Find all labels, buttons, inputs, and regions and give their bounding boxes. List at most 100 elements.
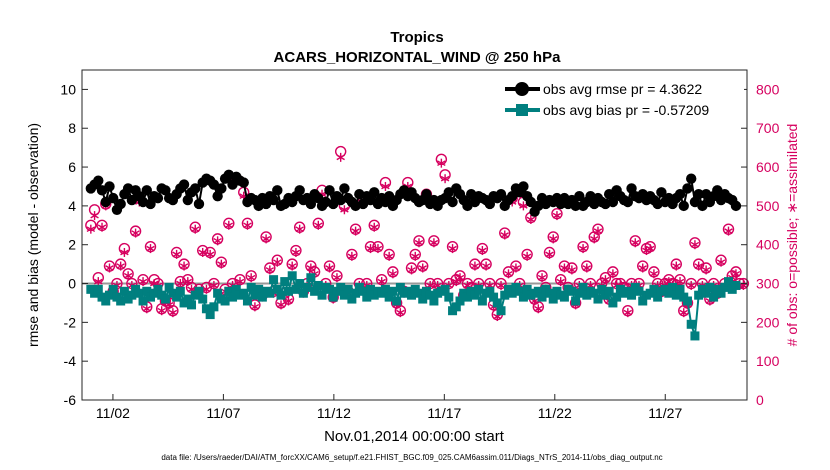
bias-point bbox=[638, 296, 648, 306]
bias-point bbox=[388, 286, 398, 296]
obs-assimilated-stroke bbox=[631, 239, 640, 246]
rmse-point bbox=[178, 179, 190, 190]
bias-point bbox=[668, 282, 678, 292]
obs-assimilated-stroke bbox=[340, 206, 349, 213]
bias-point bbox=[425, 290, 435, 300]
legend-box bbox=[500, 76, 744, 122]
bias-point bbox=[634, 286, 644, 296]
obs-assimilated-stroke bbox=[500, 232, 510, 238]
rmse-point bbox=[305, 198, 317, 210]
obs-assimilated-stroke bbox=[179, 263, 189, 269]
obs-assimilated-stroke bbox=[690, 241, 700, 248]
bias-point bbox=[731, 280, 741, 290]
bias-point bbox=[119, 286, 129, 296]
bias-point bbox=[559, 292, 569, 302]
bias-series bbox=[86, 271, 741, 341]
obs-assimilated-point bbox=[679, 308, 688, 318]
bias-point bbox=[380, 284, 390, 294]
bias-point bbox=[664, 288, 674, 298]
obs-assimilated-point bbox=[224, 220, 234, 230]
bias-point bbox=[492, 298, 502, 308]
obs-assimilated-stroke bbox=[623, 309, 633, 316]
obs-assimilated-point bbox=[500, 230, 510, 240]
bias-point bbox=[571, 296, 581, 306]
bias-point bbox=[518, 292, 528, 302]
obs-assimilated-stroke bbox=[273, 259, 282, 266]
y-axis-label: rmse and bias (model - observation) bbox=[25, 123, 41, 347]
obs-assimilated-point bbox=[243, 220, 252, 230]
bias-point bbox=[291, 284, 301, 294]
obs-assimilated-stroke bbox=[675, 278, 685, 285]
obs-assimilated-stroke bbox=[284, 298, 293, 304]
bias-point bbox=[608, 298, 618, 308]
obs-assimilated-stroke bbox=[522, 253, 532, 260]
bias-point bbox=[455, 296, 465, 306]
rmse-point bbox=[160, 185, 171, 196]
bias-point bbox=[239, 288, 249, 298]
obs-assimilated-point bbox=[504, 269, 513, 279]
bias-point bbox=[104, 290, 114, 300]
rmse-point bbox=[682, 183, 693, 194]
obs-assimilated-stroke bbox=[325, 265, 334, 271]
bias-point bbox=[228, 292, 238, 302]
x-tick-label: 11/17 bbox=[427, 405, 461, 421]
rmse-point bbox=[730, 200, 742, 212]
obs-assimilated-stroke bbox=[209, 282, 219, 289]
chart-subtitle: ACARS_HORIZONTAL_WIND @ 250 hPa bbox=[274, 49, 562, 66]
obs-assimilated-point bbox=[250, 302, 260, 312]
bias-point bbox=[462, 292, 472, 302]
bias-point bbox=[336, 282, 346, 292]
obs-assimilated-stroke bbox=[448, 245, 457, 252]
bias-point bbox=[649, 284, 659, 294]
bias-point bbox=[477, 296, 487, 306]
obs-assimilated-point bbox=[537, 273, 547, 283]
bias-point bbox=[545, 288, 555, 298]
bias-point bbox=[533, 286, 543, 296]
y-tick-label: 8 bbox=[68, 120, 76, 136]
obs-assimilated-stroke bbox=[414, 239, 424, 246]
legend-rmse-marker bbox=[515, 82, 529, 96]
obs-assimilated-stroke bbox=[425, 282, 435, 289]
bias-point bbox=[593, 294, 603, 304]
y-tick-label: -4 bbox=[64, 353, 77, 369]
obs-assimilated-point bbox=[246, 273, 256, 283]
bias-point bbox=[108, 284, 118, 294]
obs-assimilated-point bbox=[191, 224, 200, 234]
rmse-point bbox=[238, 177, 249, 188]
obs-assimilated-point bbox=[645, 244, 655, 254]
bias-point bbox=[578, 282, 588, 292]
obs-assimilated-point bbox=[724, 226, 733, 236]
obs-assimilated-stroke bbox=[86, 226, 96, 233]
bias-point bbox=[351, 288, 361, 298]
obs-assimilated-stroke bbox=[336, 154, 345, 161]
bias-point bbox=[451, 302, 461, 312]
bias-point bbox=[172, 292, 182, 302]
y2-tick-label: 400 bbox=[756, 237, 780, 253]
y2-tick-label: 800 bbox=[756, 81, 780, 97]
obs-assimilated-stroke bbox=[384, 253, 394, 260]
bias-point bbox=[682, 296, 692, 306]
obs-assimilated-point bbox=[116, 261, 125, 271]
rmse-point bbox=[268, 194, 279, 206]
obs-assimilated-point bbox=[519, 201, 528, 211]
obs-assimilated-stroke bbox=[131, 230, 140, 236]
obs-assimilated-stroke bbox=[716, 259, 726, 266]
obs-assimilated-stroke bbox=[686, 282, 696, 289]
obs-assimilated-point bbox=[176, 279, 185, 289]
bias-point bbox=[496, 306, 506, 316]
bias-point bbox=[116, 296, 126, 306]
bias-point bbox=[127, 290, 137, 300]
bias-point bbox=[384, 292, 394, 302]
obs-assimilated-stroke bbox=[411, 253, 420, 260]
bias-point bbox=[164, 282, 174, 292]
obs-assimilated-stroke bbox=[478, 247, 487, 254]
rmse-point bbox=[656, 187, 667, 198]
y2-tick-label: 100 bbox=[756, 353, 780, 369]
bias-point bbox=[224, 286, 234, 296]
obs-assimilated-point bbox=[105, 263, 114, 273]
bias-point bbox=[694, 290, 704, 300]
obs-assimilated-stroke bbox=[556, 278, 565, 285]
obs-assimilated-stroke bbox=[701, 267, 711, 273]
obs-assimilated-stroke bbox=[470, 263, 480, 269]
obs-assimilated-stroke bbox=[496, 282, 506, 289]
